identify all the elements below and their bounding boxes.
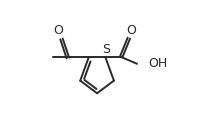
Text: O: O — [53, 24, 63, 37]
Text: O: O — [126, 24, 136, 37]
Text: S: S — [102, 43, 110, 56]
Text: OH: OH — [148, 57, 167, 70]
